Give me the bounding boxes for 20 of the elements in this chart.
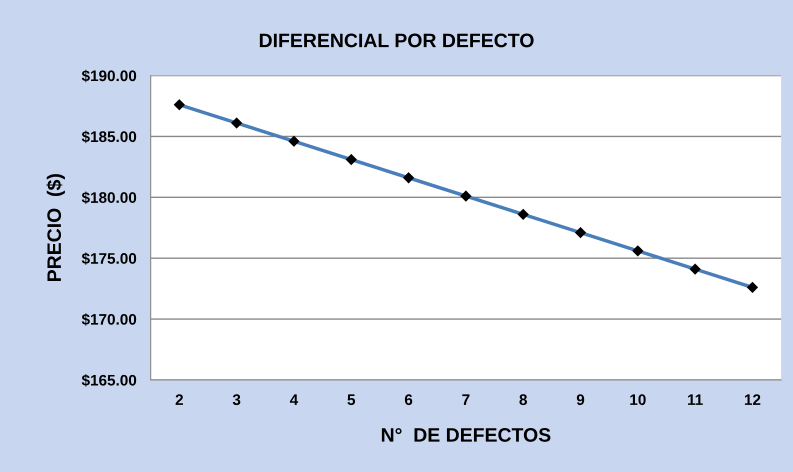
- x-tick-label: 5: [347, 394, 356, 406]
- x-tick-label: 11: [688, 394, 703, 405]
- x-tick-label: 12: [744, 394, 760, 405]
- y-tick-label: $190.00: [82, 70, 136, 82]
- x-tick-label: 8: [519, 394, 527, 406]
- x-tick-label: 10: [630, 394, 646, 406]
- y-axis-title: PRECIO ($): [46, 174, 65, 281]
- chart-title: DIFERENCIAL POR DEFECTO: [260, 34, 534, 48]
- x-tick-label: 2: [176, 394, 183, 405]
- y-tick-label: $180.00: [82, 191, 136, 204]
- y-tick-label: $170.00: [82, 313, 136, 326]
- x-tick-label: 6: [404, 394, 412, 406]
- y-tick-label: $165.00: [82, 374, 136, 387]
- x-axis-title: N° DE DEFECTOS: [382, 428, 550, 442]
- x-tick-label: 9: [576, 394, 584, 406]
- y-tick-label: $175.00: [82, 252, 136, 265]
- x-tick-label: 4: [290, 394, 298, 405]
- x-tick-label: 3: [232, 394, 240, 406]
- x-tick-label: 7: [462, 394, 470, 405]
- y-tick-label: $185.00: [82, 130, 136, 144]
